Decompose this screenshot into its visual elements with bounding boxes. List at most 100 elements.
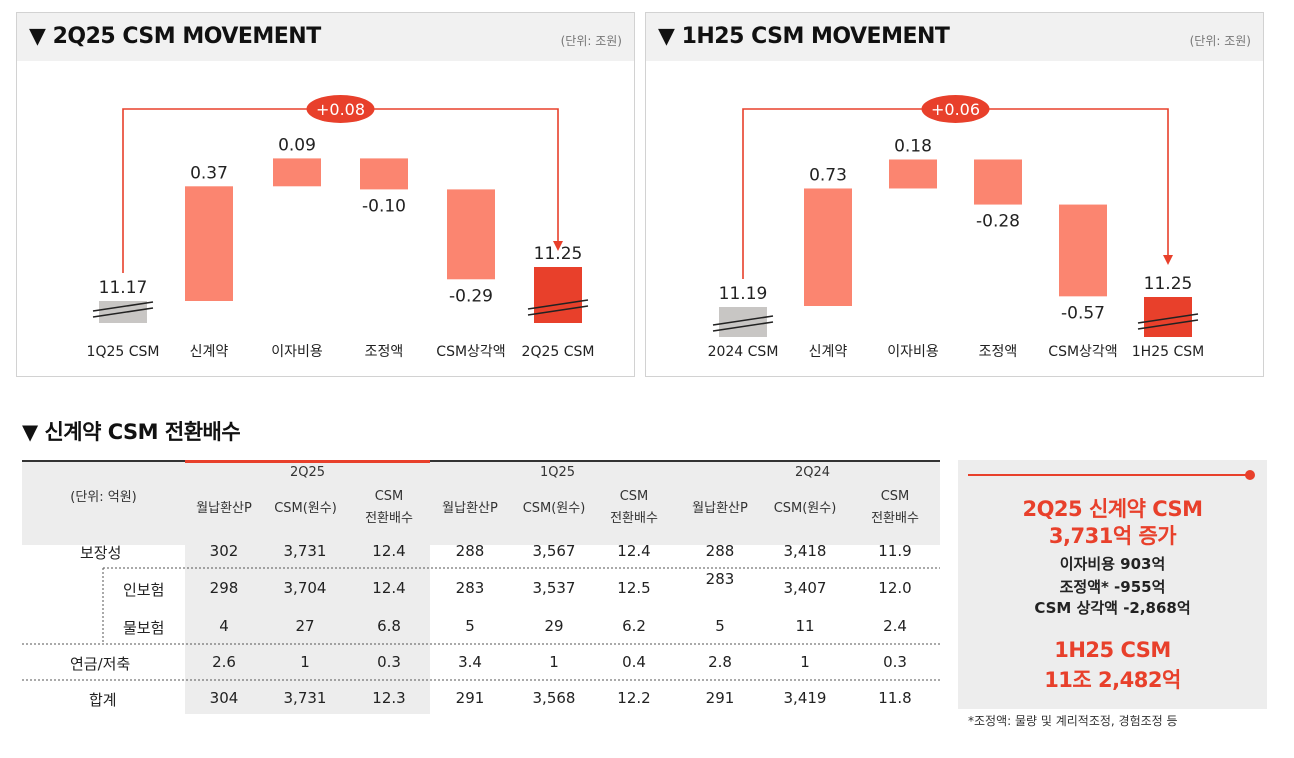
break-mark — [92, 301, 154, 312]
row-label: 연금/저축 — [70, 655, 131, 673]
value-label: 0.09 — [278, 135, 316, 155]
subheader: CSM(원수) — [274, 501, 337, 516]
table-cell: 3,418 — [783, 542, 827, 560]
table-cell: 12.4 — [617, 542, 651, 560]
table-unit: (단위: 억원) — [70, 490, 137, 505]
break-mark — [712, 315, 774, 326]
category-label: 이자비용 — [887, 344, 939, 360]
table-cell: 6.8 — [377, 617, 401, 635]
category-label: 2024 CSM — [708, 344, 779, 360]
break-mark — [1137, 313, 1199, 324]
table-cell: 3.4 — [458, 653, 482, 671]
summary-value: 3,731억 증가 — [1048, 524, 1177, 548]
value-label: 0.73 — [809, 165, 847, 185]
break-mark — [527, 299, 589, 310]
value-label: -0.29 — [449, 286, 493, 306]
table-cell: 288 — [455, 542, 485, 560]
table-cell: 0.3 — [377, 653, 401, 671]
delta-bar — [273, 158, 321, 187]
section-title: ▼ 신계약 CSM 전환배수 — [22, 420, 241, 444]
table-cell: 2.4 — [883, 617, 907, 635]
table-cell: 29 — [544, 617, 564, 635]
table-cell: 4 — [219, 617, 229, 635]
table-cell: 1 — [800, 653, 810, 671]
value-label: 0.18 — [894, 136, 932, 156]
value-label: 11.25 — [534, 244, 583, 264]
panel-header: ▼ 1H25 CSM MOVEMENT (단위: 조원) — [646, 13, 1263, 61]
break-mark — [1137, 319, 1199, 330]
delta-bar — [804, 188, 852, 306]
summary-heading: 2Q25 신계약 CSM — [1022, 497, 1203, 521]
summary-detail: CSM 상각액 -2,868억 — [1034, 599, 1191, 617]
table-cell: 3,704 — [283, 579, 327, 597]
end-bar — [534, 267, 582, 323]
arrow-head — [553, 241, 563, 251]
table-cell: 3,731 — [283, 689, 327, 707]
category-label: 이자비용 — [271, 344, 323, 360]
table-cell: 12.5 — [617, 579, 651, 597]
delta-bar — [889, 159, 937, 189]
table-cell: 11.8 — [878, 689, 912, 707]
unit-label: (단위: 조원) — [1189, 34, 1251, 48]
table-cell: 3,407 — [783, 579, 827, 597]
table-cell: 283 — [455, 579, 485, 597]
table-cell: 12.2 — [617, 689, 651, 707]
category-label: 조정액 — [979, 344, 1018, 360]
table-cell: 1 — [549, 653, 559, 671]
break-mark — [527, 305, 589, 316]
table-cell: 3,567 — [532, 542, 576, 560]
delta-bar — [1059, 204, 1107, 297]
period-header: 1Q25 — [539, 465, 576, 480]
change-badge — [306, 95, 375, 123]
category-label: 조정액 — [365, 344, 404, 360]
table-cell: 283 — [705, 570, 735, 588]
table-cell: 3,568 — [532, 689, 576, 707]
summary-heading: 1H25 CSM — [1054, 638, 1171, 662]
category-label: 2Q25 CSM — [522, 344, 595, 360]
summary-value: 11조 2,482억 — [1044, 668, 1181, 692]
table-cell: 12.3 — [372, 689, 406, 707]
subheader: CSM(원수) — [773, 501, 837, 516]
value-label: -0.57 — [1061, 303, 1105, 323]
subheader: 월납환산P — [196, 501, 252, 516]
table-cell: 304 — [209, 689, 239, 707]
chart-panel-1h25: ▼ 1H25 CSM MOVEMENT (단위: 조원) 11.19 2024 C… — [645, 12, 1264, 377]
panel-header: ▼ 2Q25 CSM MOVEMENT (단위: 조원) — [17, 13, 634, 61]
value-label: 11.17 — [99, 278, 148, 298]
table-grid — [22, 460, 940, 714]
table-cell: 291 — [455, 689, 485, 707]
subheader: CSM 전환배수 — [610, 489, 658, 526]
summary-detail: 이자비용 903억 — [1059, 555, 1166, 573]
category-label: 1Q25 CSM — [87, 344, 160, 360]
line-end-dot — [1245, 470, 1255, 480]
table-cell: 5 — [715, 617, 725, 635]
table-cell: 12.4 — [372, 579, 406, 597]
table-cell: 5 — [465, 617, 475, 635]
value-label: -0.28 — [976, 212, 1020, 232]
category-label: 1H25 CSM — [1132, 344, 1204, 360]
value-label: 0.37 — [190, 163, 228, 183]
category-label: 신계약 — [190, 344, 229, 360]
table-cell: 12.0 — [878, 579, 912, 597]
table-cell: 3,731 — [283, 542, 327, 560]
row-label: 인보험 — [123, 581, 165, 599]
category-label: 신계약 — [809, 344, 848, 360]
change-label: +0.06 — [931, 100, 980, 119]
footnote: *조정액: 물량 및 계리적조정, 경험조정 등 — [968, 714, 1178, 728]
end-bar — [1144, 297, 1192, 337]
delta-bar — [447, 189, 495, 280]
value-label: -0.10 — [362, 196, 406, 216]
row-label: 합계 — [89, 691, 117, 709]
break-mark — [92, 307, 154, 318]
waterfall-chart-1h25: 11.19 2024 CSM 0.73 신계약 0.18 이자비용 -0.28 조정액 -0.5… — [708, 95, 1204, 360]
table-cell: 0.3 — [883, 653, 907, 671]
category-label: CSM상각액 — [436, 344, 505, 360]
delta-bar — [360, 158, 408, 190]
delta-bar — [974, 159, 1022, 205]
conversion-table: (단위: 억원) 2Q25 1Q25 2Q24 월납환산P CSM(원수) CS… — [22, 460, 940, 716]
table-cell: 291 — [705, 689, 735, 707]
row-label: 물보험 — [123, 619, 165, 637]
subheader: CSM(원수) — [522, 501, 586, 516]
subheader: 월납환산P — [442, 501, 498, 516]
table-cell: 27 — [295, 617, 315, 635]
